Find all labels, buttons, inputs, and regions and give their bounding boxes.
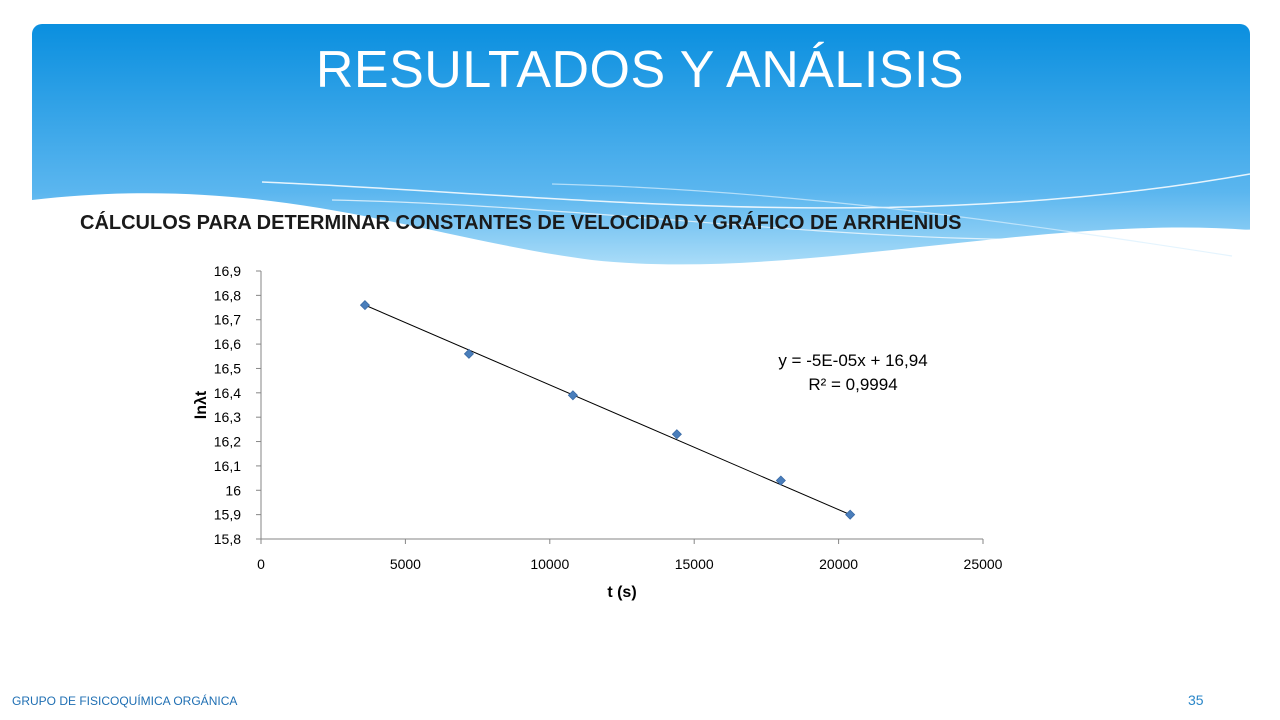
y-tick-label: 16,4: [214, 385, 241, 401]
trendline: [364, 304, 851, 516]
y-tick-label: 16,7: [214, 312, 241, 328]
y-tick-label: 15,9: [214, 507, 241, 523]
y-tick-label: 16,1: [214, 458, 241, 474]
header-band: [32, 24, 1250, 274]
x-tick-label: 15000: [675, 556, 714, 572]
page-number: 35: [1188, 692, 1204, 708]
x-tick-label: 0: [257, 556, 265, 572]
data-point: [567, 390, 578, 401]
data-point: [775, 475, 786, 486]
y-tick-label: 16,3: [214, 409, 241, 425]
header-wave-line-1: [261, 173, 1250, 209]
x-tick-label: 20000: [819, 556, 858, 572]
y-axis-ticks: 15,8 15,9 16 16,1 16,2 16,3 16,4 16,5 16,6 16,7 16…: [214, 263, 261, 547]
trend-equation: y = -5E-05x + 16,94: [778, 351, 927, 370]
slide-title: RESULTADOS Y ANÁLISIS: [315, 41, 965, 99]
data-point: [845, 509, 856, 520]
data-point: [671, 429, 682, 440]
y-tick-label: 16,8: [214, 287, 241, 303]
y-tick-label: 16,5: [214, 360, 241, 376]
x-tick-label: 10000: [530, 556, 569, 572]
y-axis-label: lnλt: [193, 390, 210, 419]
trend-r-squared: R² = 0,9994: [808, 375, 897, 394]
y-tick-label: 16,2: [214, 434, 241, 450]
slide-subtitle: CÁLCULOS PARA DETERMINAR CONSTANTES DE V…: [80, 212, 962, 234]
data-points: [359, 300, 856, 520]
x-axis-ticks: 0 5000 10000 15000 20000 25000: [257, 539, 1003, 572]
y-tick-label: 15,8: [214, 531, 241, 547]
header-wave-fill: [32, 24, 1250, 265]
x-axis-label: t (s): [607, 584, 636, 601]
y-tick-label: 16: [225, 482, 241, 498]
data-point: [359, 300, 371, 311]
data-point: [463, 348, 475, 359]
header-wave-line-3: [551, 183, 1233, 257]
x-tick-label: 25000: [964, 556, 1003, 572]
y-tick-label: 16,6: [214, 336, 241, 352]
footer-group-name: GRUPO DE FISICOQUÍMICA ORGÁNICA: [12, 694, 238, 708]
header-background: [32, 24, 1250, 265]
y-tick-label: 16,9: [214, 263, 241, 279]
x-tick-label: 5000: [390, 556, 421, 572]
